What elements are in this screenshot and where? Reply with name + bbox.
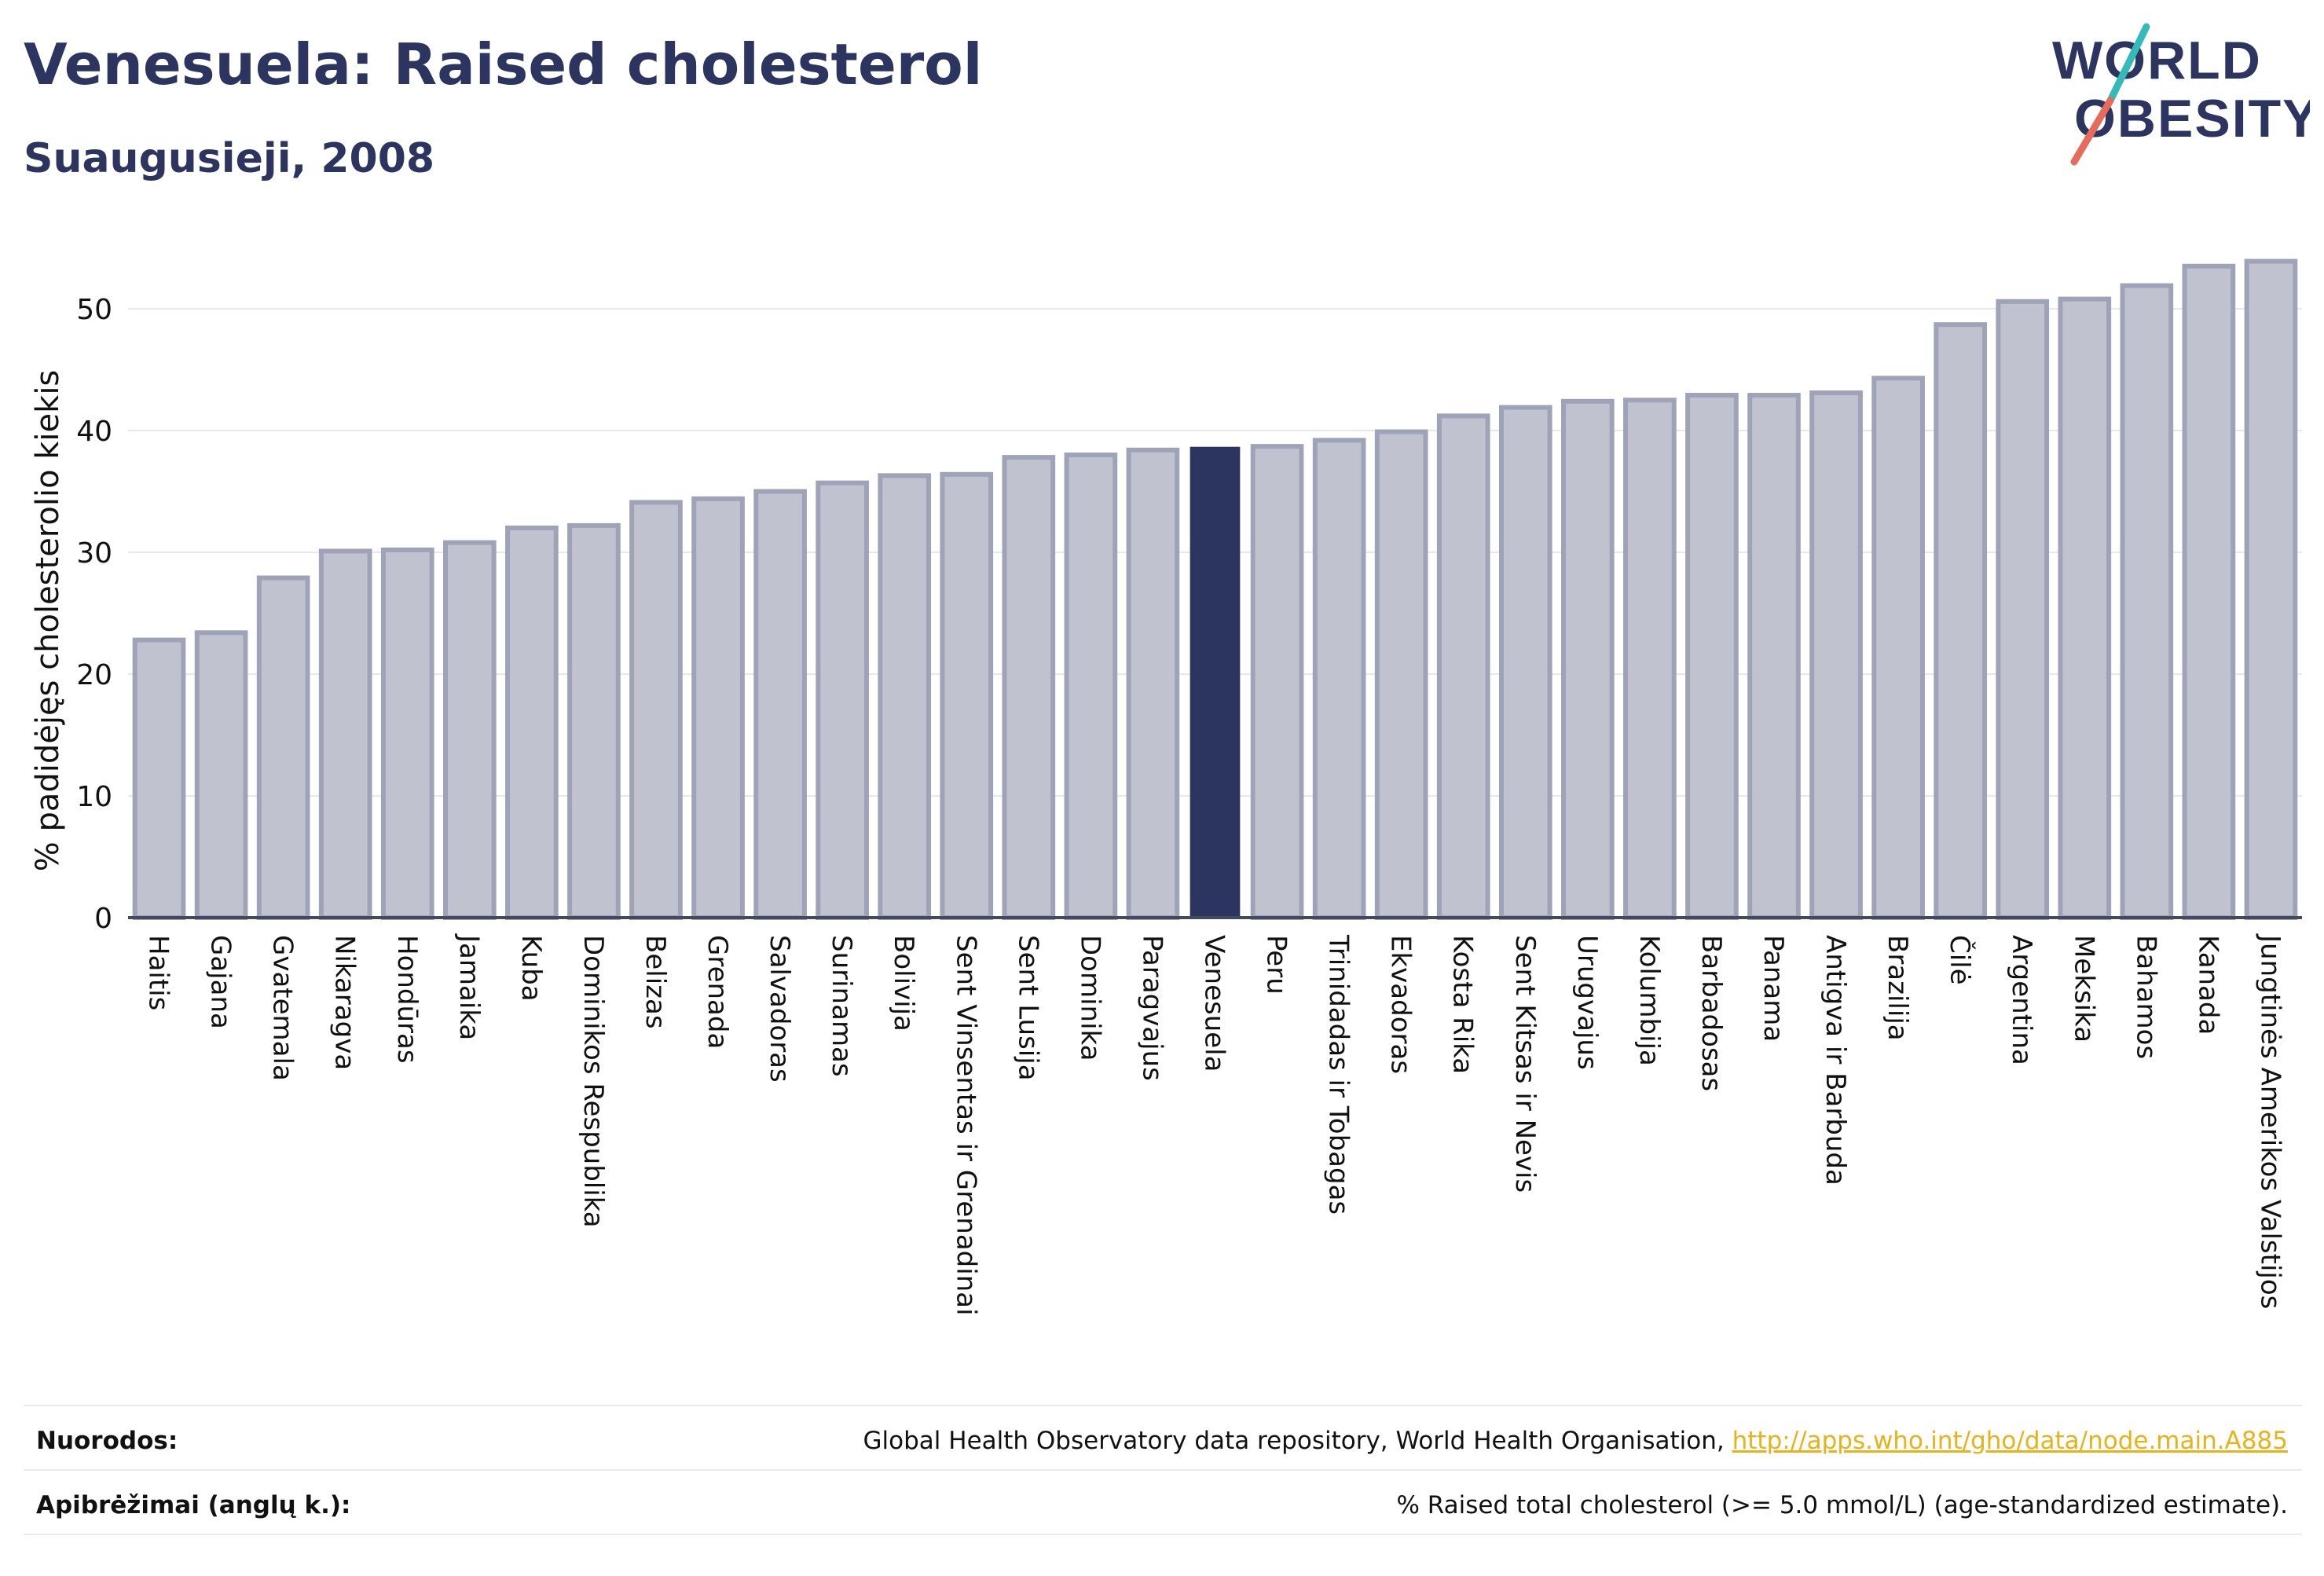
footer-divider-top xyxy=(24,1405,2302,1406)
x-tick-label: Argentina xyxy=(2006,935,2037,1065)
chart-subtitle: Suaugusieji, 2008 xyxy=(24,135,435,182)
x-tick-label: Grenada xyxy=(702,935,733,1049)
bar xyxy=(1002,455,1056,920)
bar xyxy=(1436,413,1490,920)
logo-line1: WORLD xyxy=(2052,31,2262,90)
x-tick-label: Ekvadoras xyxy=(1385,935,1417,1074)
y-tick-label: 50 xyxy=(76,294,112,326)
bar xyxy=(1374,429,1428,920)
y-tick-label: 20 xyxy=(76,659,112,691)
footer-divider-middle xyxy=(24,1469,2302,1471)
definitions-label: Apibrėžimai (anglų k.): xyxy=(36,1491,351,1519)
bar xyxy=(878,473,932,920)
bar xyxy=(816,480,869,920)
logo-slash-teal xyxy=(2106,23,2150,104)
x-tick-label: Hondūras xyxy=(391,935,423,1064)
references-source: Global Health Observatory data repositor… xyxy=(863,1427,1732,1455)
x-tick-label: Nikaragva xyxy=(329,935,361,1070)
bar xyxy=(691,496,745,920)
x-tick-label: Bahamos xyxy=(2130,935,2161,1059)
bar xyxy=(1685,393,1739,920)
bar xyxy=(1809,390,1863,920)
x-tick-label: Surinamas xyxy=(826,935,857,1077)
x-tick-label: Urugvajus xyxy=(1571,935,1603,1070)
references-label: Nuorodos: xyxy=(36,1427,178,1455)
bar xyxy=(380,547,434,921)
x-tick-label: Sent Lusija xyxy=(1012,935,1043,1081)
x-tick-label: Kuba xyxy=(515,935,547,1002)
bar xyxy=(940,471,994,920)
bar xyxy=(567,522,621,921)
x-tick-label: Barbadosas xyxy=(1695,935,1727,1091)
x-tick-label: Venesuela xyxy=(1199,935,1230,1072)
bars xyxy=(132,258,2298,921)
bar xyxy=(2058,296,2112,921)
bar xyxy=(132,637,186,920)
bar xyxy=(442,540,497,920)
bar xyxy=(1996,299,2050,920)
x-tick-label: Sent Kitsas ir Nevis xyxy=(1509,935,1541,1193)
x-tick-label: Sent Vinsentas ir Grenadinai xyxy=(950,935,981,1316)
bar xyxy=(1623,398,1677,920)
chart-title: Venesuela: Raised cholesterol xyxy=(24,31,983,97)
x-tick-label: Panama xyxy=(1758,935,1789,1042)
bar xyxy=(1498,405,1552,920)
y-tick-label: 40 xyxy=(76,416,112,448)
x-tick-label: Meksika xyxy=(2068,935,2099,1043)
y-tick-label: 30 xyxy=(76,537,112,570)
bar xyxy=(2244,258,2298,920)
references-text: Global Health Observatory data repositor… xyxy=(863,1427,2288,1455)
bar xyxy=(753,489,807,920)
axes: 0 10 20 30 40 50 Haitis Gajana Gvatemala Nikaragv… xyxy=(76,294,2302,1316)
bar xyxy=(194,630,248,920)
y-tick-label: 10 xyxy=(76,781,112,813)
x-tick-label: Peru xyxy=(1261,935,1292,995)
x-tick-label: Trinidadas ir Tobagas xyxy=(1323,934,1354,1215)
bar xyxy=(629,500,683,920)
bar xyxy=(1934,322,1988,920)
x-tick-label: Dominika xyxy=(1074,935,1105,1061)
bar xyxy=(1250,444,1304,920)
x-tick-label: Gajana xyxy=(205,935,236,1029)
x-tick-label: Čilė xyxy=(1944,935,1976,985)
y-axis-label: % padidėjęs cholesterolio kiekis xyxy=(30,370,66,872)
bar xyxy=(1871,376,1925,921)
x-tick-label: Kolumbija xyxy=(1633,935,1665,1066)
x-tick-label: Salvadoras xyxy=(764,935,795,1083)
logo-slash-coral xyxy=(2070,97,2114,166)
bar xyxy=(2182,263,2236,920)
x-tick-label: Kosta Rika xyxy=(1447,935,1479,1074)
x-tick-label: Jungtinės Amerikos Valstijos xyxy=(2254,933,2286,1309)
x-tick-label: Bolivija xyxy=(888,935,919,1032)
bar xyxy=(2120,283,2174,920)
world-obesity-logo: WORLD OBESITY xyxy=(2052,23,2310,166)
x-tick-label: Belizas xyxy=(640,935,671,1029)
x-tick-label: Dominikos Respublika xyxy=(577,935,609,1228)
x-tick-label: Kanada xyxy=(2192,935,2223,1035)
bar xyxy=(1126,447,1180,920)
x-tick-label: Haitis xyxy=(143,935,174,1010)
bar xyxy=(1064,453,1118,920)
x-tick-label: Paragvajus xyxy=(1136,935,1167,1081)
bar xyxy=(1312,438,1366,920)
x-tick-label: Brazilija xyxy=(1882,935,1913,1041)
bar xyxy=(1561,398,1615,920)
bar xyxy=(318,548,372,920)
x-tick-label: Jamaika xyxy=(453,933,485,1040)
bar xyxy=(1189,446,1241,918)
footer-divider-bottom xyxy=(24,1534,2302,1535)
bar-chart: 0 10 20 30 40 50 Haitis Gajana Gvatemala Nikaragv… xyxy=(30,258,2302,1316)
bar xyxy=(1747,393,1801,920)
bar xyxy=(256,575,310,920)
y-tick-label: 0 xyxy=(94,903,112,935)
references-link[interactable]: http://apps.who.int/gho/data/node.main.A… xyxy=(1732,1427,2288,1455)
definitions-text: % Raised total cholesterol (>= 5.0 mmol/… xyxy=(1396,1491,2288,1519)
bar xyxy=(505,526,559,920)
x-tick-label: Gvatemala xyxy=(267,935,299,1081)
x-tick-label: Antigva ir Barbuda xyxy=(1820,935,1851,1186)
